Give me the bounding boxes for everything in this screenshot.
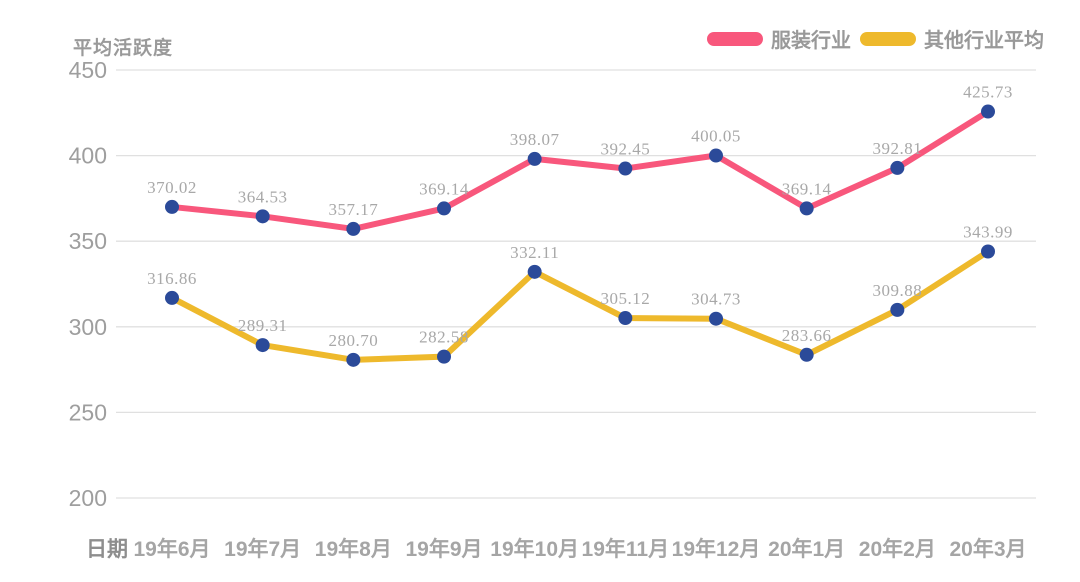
data-point-label: 392.45 xyxy=(600,140,650,159)
y-tick-label: 200 xyxy=(69,485,107,511)
legend-item-clothing-industry[interactable]: 服装行业 xyxy=(707,24,851,53)
data-point[interactable] xyxy=(799,347,814,362)
data-point-label: 305.12 xyxy=(600,289,650,308)
data-point[interactable] xyxy=(255,209,270,224)
x-axis-label: 19年9月 xyxy=(405,537,482,561)
x-axis-prefix: 日期 xyxy=(86,538,128,561)
data-point-label: 309.88 xyxy=(872,281,922,300)
data-point-label: 364.53 xyxy=(238,187,288,206)
y-axis-title: 平均活跃度 xyxy=(73,38,174,59)
x-axis-labels: 日期 19年6月 19年7月 19年8月 19年9月 19年10月 19年11月 19年12月… xyxy=(86,537,1027,561)
series-1: 316.86 289.31 280.70 282.58 332.11 305.12 304.… xyxy=(147,222,1013,367)
data-point-label: 392.81 xyxy=(872,139,922,158)
data-point-label: 357.17 xyxy=(328,200,378,219)
data-point[interactable] xyxy=(890,160,905,175)
series-0: 370.02 364.53 357.17 369.14 398.07 392.45 400.… xyxy=(147,83,1013,236)
data-point[interactable] xyxy=(165,290,179,305)
data-point[interactable] xyxy=(437,201,451,216)
x-axis-label: 20年1月 xyxy=(768,537,845,561)
clothing-industry-swatch-icon xyxy=(707,31,763,46)
legend-label: 服装行业 xyxy=(771,30,851,52)
data-point[interactable] xyxy=(527,151,542,166)
data-point-label: 282.58 xyxy=(419,328,469,347)
x-axis-label: 19年8月 xyxy=(315,537,392,561)
x-axis-label: 19年7月 xyxy=(224,537,301,561)
data-point[interactable] xyxy=(346,221,361,236)
x-axis-label: 19年6月 xyxy=(133,537,210,561)
data-point-label: 400.05 xyxy=(691,127,741,146)
series-group: 370.02 364.53 357.17 369.14 398.07 392.45 400.… xyxy=(147,83,1013,367)
data-point[interactable] xyxy=(255,338,270,353)
gridlines xyxy=(116,69,1036,499)
x-axis-label: 20年3月 xyxy=(949,537,1026,561)
data-point-label: 280.70 xyxy=(328,331,378,350)
data-point-label: 283.66 xyxy=(782,326,832,345)
chart-legend: 服装行业 其他行业平均 xyxy=(707,24,1044,53)
data-point-label: 304.73 xyxy=(691,290,741,309)
data-point-label: 316.86 xyxy=(147,269,197,288)
data-point[interactable] xyxy=(527,264,542,279)
data-point-label: 398.07 xyxy=(510,130,560,149)
data-point[interactable] xyxy=(165,199,179,214)
data-point[interactable] xyxy=(618,161,633,176)
data-point[interactable] xyxy=(437,349,451,364)
series-line-1 xyxy=(169,248,991,363)
legend-item-other-industry-average[interactable]: 其他行业平均 xyxy=(860,24,1044,53)
series-line-0 xyxy=(169,108,991,232)
data-point-label: 425.73 xyxy=(963,83,1013,102)
y-axis-tick-labels: 450 400 350 300 250 200 xyxy=(69,57,107,511)
y-tick-label: 350 xyxy=(69,228,107,254)
data-point[interactable] xyxy=(890,302,905,317)
data-point-label: 332.11 xyxy=(510,243,559,262)
data-point[interactable] xyxy=(346,352,361,367)
data-point-label: 289.31 xyxy=(238,316,288,335)
data-point[interactable] xyxy=(799,201,814,216)
x-axis-label: 19年11月 xyxy=(582,537,670,561)
x-axis-label: 19年10月 xyxy=(490,537,579,561)
x-axis-label: 20年2月 xyxy=(859,537,936,561)
other-industry-average-swatch-icon xyxy=(860,31,916,46)
y-tick-label: 450 xyxy=(69,57,107,83)
data-point-label: 369.14 xyxy=(782,179,832,198)
data-point-label: 343.99 xyxy=(963,222,1013,241)
y-tick-label: 400 xyxy=(69,143,107,169)
y-tick-label: 300 xyxy=(69,314,107,340)
data-point[interactable] xyxy=(618,311,633,326)
data-point[interactable] xyxy=(709,148,723,163)
y-tick-label: 250 xyxy=(69,399,107,425)
data-point-label: 369.14 xyxy=(419,179,469,198)
data-point[interactable] xyxy=(981,104,995,119)
data-point-label: 370.02 xyxy=(147,178,197,197)
data-point[interactable] xyxy=(709,311,723,326)
data-point[interactable] xyxy=(981,244,995,259)
legend-label: 其他行业平均 xyxy=(924,30,1044,52)
x-axis-label: 19年12月 xyxy=(672,537,761,561)
